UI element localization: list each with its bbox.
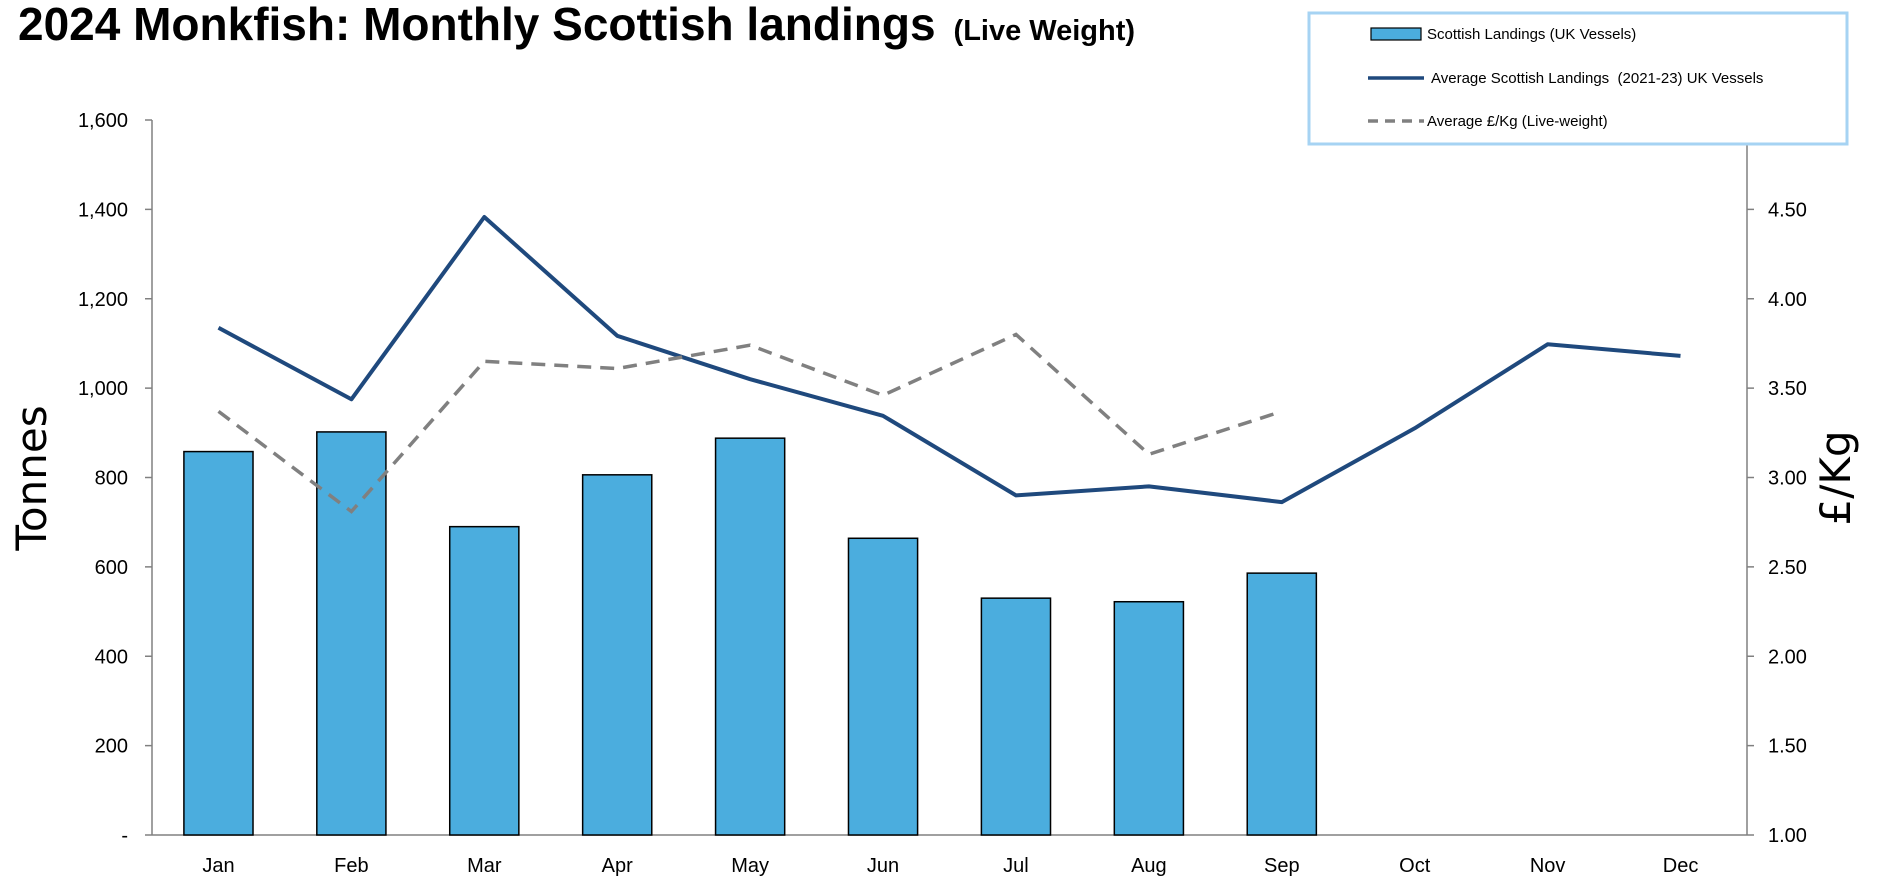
tick-labels: - 200 400 600 800 1,000 1,200 1,400 1,600 1.00 1.5…: [78, 110, 1807, 877]
y-tick-label: 200: [95, 736, 128, 758]
bar: [1113, 600, 1185, 836]
x-tick-label: Oct: [1399, 855, 1431, 877]
x-tick-label: Dec: [1663, 855, 1699, 877]
bar: [714, 437, 786, 836]
chart-title-sub: (Live Weight): [954, 15, 1136, 47]
x-tick-label: Feb: [334, 855, 368, 877]
bar: [980, 597, 1052, 836]
y-tick-label: 1,000: [78, 378, 128, 400]
line-series: [217, 215, 1681, 514]
y2-tick-label: 4.00: [1768, 289, 1807, 311]
bar-series: [183, 431, 1318, 836]
x-tick-label: Aug: [1131, 855, 1167, 877]
y2-axis-title: £/Kg: [1811, 430, 1860, 525]
bar: [316, 431, 387, 836]
x-tick-label: May: [731, 855, 769, 877]
legend: Scottish Landings (UK Vessels) Average S…: [1307, 11, 1849, 146]
x-tick-label: Jan: [202, 855, 234, 877]
x-tick-label: Sep: [1264, 855, 1300, 877]
bar: [448, 525, 520, 836]
chart-title: 2024 Monkfish: Monthly Scottish landings…: [18, 0, 1135, 50]
y-tick-label: 600: [95, 557, 128, 579]
y2-tick-label: 4.50: [1768, 199, 1807, 221]
y2-tick-label: 3.00: [1768, 468, 1807, 490]
bar: [581, 474, 653, 836]
y2-tick-label: 2.00: [1768, 646, 1807, 668]
chart-title-main: 2024 Monkfish: Monthly Scottish landings: [18, 0, 936, 50]
y-tick-label: 800: [95, 468, 128, 490]
bar: [1246, 572, 1318, 836]
bar: [847, 537, 919, 836]
y-axis-title: Tonnes: [7, 405, 56, 551]
y2-tick-label: 1.50: [1768, 736, 1807, 758]
legend-label-bars: Scottish Landings (UK Vessels): [1427, 26, 1636, 43]
legend-label-price: Average £/Kg (Live-weight): [1427, 113, 1608, 130]
x-tick-label: Jun: [867, 855, 899, 877]
x-tick-label: Jul: [1003, 855, 1029, 877]
axes: [145, 119, 1754, 836]
x-tick-label: Apr: [602, 855, 633, 877]
x-tick-label: Nov: [1530, 855, 1566, 877]
y2-tick-label: 1.00: [1768, 825, 1807, 847]
bar: [183, 450, 254, 836]
legend-label-average: Average Scottish Landings (2021-23) UK V…: [1431, 70, 1763, 87]
y-tick-label: 400: [95, 646, 128, 668]
average-price-line: [217, 332, 1283, 514]
y-tick-label: 1,400: [78, 199, 128, 221]
y-tick-label: 1,600: [78, 110, 128, 132]
y2-tick-label: 3.50: [1768, 378, 1807, 400]
y-tick-label: -: [121, 825, 128, 847]
legend-swatch-bars: [1370, 27, 1422, 41]
y2-tick-label: 2.50: [1768, 557, 1807, 579]
x-tick-label: Mar: [467, 855, 502, 877]
average-landings-line: [217, 215, 1681, 505]
y-tick-label: 1,200: [78, 289, 128, 311]
